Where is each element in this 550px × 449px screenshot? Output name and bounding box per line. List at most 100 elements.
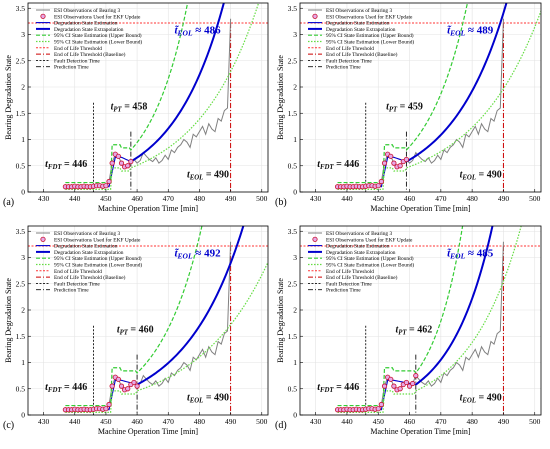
plot-content xyxy=(28,226,268,415)
y-tick-label: 0.5 xyxy=(16,384,26,393)
x-tick-label: 480 xyxy=(194,417,206,426)
y-tick-label: 2 xyxy=(21,83,25,92)
legend-label: End of Life Threshold xyxy=(54,45,102,52)
legend-label: Prediction Time xyxy=(54,65,89,71)
x-tick-label: 450 xyxy=(100,417,112,426)
legend-label: End of Life Threshold xyxy=(326,268,374,275)
legend-label: Degradation State Estimation xyxy=(54,244,118,250)
legend-label: 95% CI State Estimation (Upper Bound) xyxy=(326,255,414,262)
prediction-time-label: tPT = 462 xyxy=(395,325,432,337)
panel-label: (a) xyxy=(3,197,14,208)
ci-lower-series-line xyxy=(65,261,268,413)
legend-swatch xyxy=(312,236,318,242)
plot-content xyxy=(300,226,541,415)
annotations: tFDT = 446 tPT = 458 tEOL = 490 t̃EOL ≈ 486 xyxy=(45,24,229,181)
ekf-update-point xyxy=(397,163,403,169)
panels-layer: 430 440 450 460 470 480 490 500 0 0.5 1 1.5 2 2.5 3 3.5… xyxy=(3,2,542,436)
x-tick-label: 500 xyxy=(256,417,268,426)
y-tick-label: 0 xyxy=(21,411,25,420)
x-tick-label: 490 xyxy=(225,417,237,426)
chart-panel-b: 430 440 450 460 470 480 490 500 0 0.5 1 1.5 2 2.5 3 3.5… xyxy=(275,2,542,213)
x-tick-label: 470 xyxy=(435,194,447,203)
ekf-update-point xyxy=(403,379,410,386)
legend-label: Degradation State Extrapolation xyxy=(326,250,396,256)
legend-label: Fault Detection Time xyxy=(326,58,372,64)
x-tick-label: 450 xyxy=(100,194,112,203)
y-tick-label: 0 xyxy=(21,188,25,197)
y-tick-label: 1 xyxy=(21,135,25,144)
legend-label: 95% CI State Estimation (Lower Bound) xyxy=(54,262,142,269)
ekf-update-point xyxy=(109,383,115,389)
ci-lower-series-line xyxy=(337,226,522,413)
fault-detection-time-label: tFDT = 446 xyxy=(317,382,359,394)
x-tick-label: 460 xyxy=(404,417,416,426)
x-tick-label: 490 xyxy=(225,194,237,203)
ekf-update-point xyxy=(115,153,121,159)
ekf-update-point xyxy=(403,156,410,163)
x-tick-label: 500 xyxy=(529,194,541,203)
ekf-update-point xyxy=(118,383,125,389)
y-tick-label: 2.5 xyxy=(16,56,26,65)
actual-eol-label: tEOL = 490 xyxy=(460,392,502,404)
legend-label: Fault Detection Time xyxy=(54,281,100,287)
x-tick-label: 500 xyxy=(529,417,541,426)
legend-label: 95% CI State Estimation (Lower Bound) xyxy=(54,39,142,46)
ci-upper-series-line xyxy=(65,226,203,407)
chart-panel-a: 430 440 450 460 470 480 490 500 0 0.5 1 1.5 2 2.5 3 3.5… xyxy=(3,2,269,213)
y-tick-label: 3.5 xyxy=(288,227,298,236)
ci-upper-series-line xyxy=(337,226,464,407)
legend-label: ESI Observations Used for EKF Update xyxy=(54,13,141,20)
y-tick-label: 2.5 xyxy=(288,56,298,65)
annotations: tFDT = 446 tPT = 459 tEOL = 490 t̃EOL ≈ 489 xyxy=(317,24,502,181)
y-tick-label: 3 xyxy=(21,30,25,39)
plot-frame xyxy=(299,2,542,193)
prediction-time-label: tPT = 458 xyxy=(111,102,148,114)
y-tick-label: 0.5 xyxy=(288,384,298,393)
ekf-update-point xyxy=(391,160,397,166)
y-axis-label: Bearing Degradation State xyxy=(4,278,13,363)
predicted-eol-label: t̃EOL ≈ 492 xyxy=(174,247,221,260)
y-tick-label: 0 xyxy=(293,188,297,197)
panel-label: (b) xyxy=(275,197,287,208)
ekf-update-point xyxy=(391,383,397,389)
fault-detection-time-label: tFDT = 446 xyxy=(45,382,87,394)
legend-label: Degradation State Extrapolation xyxy=(326,27,396,33)
ekf-update-point xyxy=(378,178,384,185)
ekf-update-point xyxy=(381,160,388,166)
x-axis-label: Machine Operation Time [min] xyxy=(370,204,471,213)
y-axis-label: Bearing Degradation State xyxy=(4,55,13,140)
ci-lower-series-line xyxy=(65,3,260,190)
ekf-update-point xyxy=(397,386,403,392)
x-axis-label: Machine Operation Time [min] xyxy=(98,427,199,436)
extrapolation-series-line xyxy=(415,226,494,386)
ekf-update-point xyxy=(125,163,131,169)
x-tick-label: 470 xyxy=(435,417,447,426)
x-tick-label: 430 xyxy=(38,417,50,426)
x-tick-label: 490 xyxy=(498,194,510,203)
legend-label: Degradation State Estimation xyxy=(54,21,118,27)
ekf-update-point xyxy=(103,406,109,412)
panel-label: (c) xyxy=(3,420,14,431)
ekf-update-point xyxy=(388,153,394,159)
y-tick-label: 2 xyxy=(21,306,25,315)
legend-label: Degradation State Extrapolation xyxy=(54,27,124,33)
ekf-update-point xyxy=(375,406,381,412)
x-tick-label: 470 xyxy=(163,417,175,426)
legend-label: End of Life Threshold (Baseline) xyxy=(54,274,126,281)
x-tick-label: 430 xyxy=(310,417,322,426)
y-tick-label: 2.5 xyxy=(16,279,26,288)
plot-frame xyxy=(299,225,542,416)
ci-upper-series-line xyxy=(65,3,189,184)
x-tick-label: 460 xyxy=(131,417,143,426)
ci-upper-series-line xyxy=(337,3,469,184)
ekf-update-point xyxy=(375,183,381,189)
x-tick-label: 480 xyxy=(194,194,206,203)
x-tick-label: 430 xyxy=(310,194,322,203)
x-axis-label: Machine Operation Time [min] xyxy=(98,204,199,213)
legend-label: ESI Observations of Bearing 3 xyxy=(54,7,120,14)
prediction-time-label: tPT = 460 xyxy=(117,325,154,337)
x-tick-label: 430 xyxy=(38,194,50,203)
y-tick-label: 1.5 xyxy=(288,109,298,118)
x-tick-label: 460 xyxy=(131,194,143,203)
